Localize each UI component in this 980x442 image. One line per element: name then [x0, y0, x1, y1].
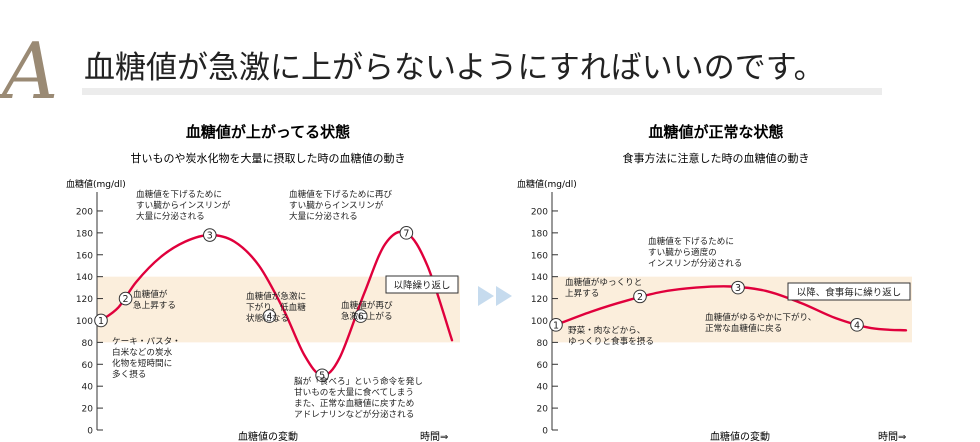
- left-annotation-a3: 血糖値を下げるために: [136, 188, 222, 200]
- chart-right: 血糖値が正常な状態 食事方法に注意した時の血糖値の動き 血糖値(mg/dl) 0…: [517, 123, 912, 442]
- left-y-tick-label: 160: [76, 251, 93, 261]
- chart-left-xlabel: 血糖値の変動: [238, 430, 298, 442]
- left-annotation-a1: 白米などの炭水: [112, 346, 173, 358]
- left-annotation-a3: 大量に分泌される: [136, 210, 205, 222]
- left-y-tick-label: 40: [82, 383, 94, 393]
- left-marker-2: [118, 291, 133, 306]
- right-y-tick-label: 60: [537, 361, 549, 371]
- left-marker-7: [399, 226, 414, 240]
- left-marker-number: 2: [123, 294, 129, 305]
- title-underline: [82, 88, 882, 95]
- right-annotation-b2: 上昇する: [565, 288, 599, 299]
- right-repeat-box: [787, 282, 911, 301]
- left-annotation-a7: 大量に分泌される: [289, 210, 358, 222]
- right-marker-number: 2: [637, 292, 643, 303]
- left-annotation-a5: アドレナリンなどが分泌される: [294, 408, 414, 420]
- left-annotation-a2: 血糖値が: [133, 288, 168, 300]
- right-annotation-b3: 血糖値を下げるために: [648, 235, 734, 247]
- right-y-tick-label: 160: [531, 251, 548, 261]
- header: A 血糖値が急激に上がらないようにすればいいのです。: [0, 27, 882, 117]
- left-y-tick-label: 100: [76, 317, 93, 327]
- page-title: 血糖値が急激に上がらないようにすればいいのです。: [84, 50, 825, 86]
- chart-left-subtitle: 甘いものや炭水化物を大量に摂取した時の血糖値の動き: [131, 151, 406, 165]
- left-annotation-a5: 甘いものを大量に食べてしまう: [294, 386, 414, 398]
- left-marker-3: [203, 228, 217, 242]
- right-repeat-label: 以降、食事毎に繰り返し: [797, 287, 902, 299]
- left-marker-5: [315, 368, 329, 383]
- left-annotation-a1: ケーキ・パスタ・: [112, 336, 181, 347]
- chart-right-time-label: 時間⇒: [878, 431, 906, 442]
- right-annotation-b3: すい臓から適度の: [648, 246, 717, 258]
- chart-right-title: 血糖値が正常な状態: [648, 123, 783, 141]
- left-marker-4: [262, 309, 277, 323]
- chart-right-xlabel: 血糖値の変動: [710, 430, 770, 442]
- chart-left-title: 血糖値が上がってる状態: [186, 123, 350, 141]
- right-y-tick-label: 180: [531, 229, 548, 239]
- left-marker-number: 4: [266, 311, 272, 322]
- left-annotation-a7: 血糖値を下げるために再び: [289, 188, 393, 200]
- right-marker-2: [633, 289, 647, 304]
- left-glucose-curve: [99, 230, 454, 377]
- chart-left-ylabel: 血糖値(mg/dl): [66, 178, 126, 190]
- left-y-tick-label: 60: [82, 361, 94, 371]
- right-marker-4: [850, 318, 864, 332]
- right-marker-1: [549, 318, 563, 332]
- right-marker-number: 1: [553, 320, 559, 331]
- right-y-tick-label: 140: [531, 273, 548, 283]
- left-annotation-a4: 血糖値が急激に: [246, 290, 306, 302]
- left-annotation-a1: 化物を短時間に: [112, 357, 172, 369]
- left-annotation-a7: すい臓からインスリンが: [289, 199, 384, 211]
- left-repeat-label: 以降繰り返し: [393, 280, 450, 292]
- left-y-tick-label: 0: [87, 427, 93, 437]
- right-y-tick-label: 100: [531, 317, 548, 327]
- left-annotation-a5: 脳が「食べろ」という命令を発し: [294, 375, 423, 387]
- left-annotation-a5: また、正常な血糖値に戻すため: [294, 397, 414, 409]
- right-marker-number: 4: [854, 320, 860, 331]
- left-repeat-box: [385, 275, 459, 294]
- left-y-tick-label: 180: [76, 229, 93, 239]
- left-annotation-a2: 急上昇する: [133, 299, 176, 311]
- right-annotation-b4: 血糖値がゆるやかに下がり、: [705, 311, 816, 323]
- left-marker-number: 7: [403, 228, 409, 239]
- chart-left-time-label: 時間⇒: [420, 431, 448, 442]
- left-marker-1: [94, 313, 108, 328]
- left-marker-number: 1: [98, 316, 104, 327]
- right-y-tick-label: 40: [537, 383, 549, 393]
- left-y-tick-label: 80: [82, 339, 94, 349]
- left-annotation-a3: すい臓からインスリンが: [136, 199, 231, 211]
- right-glucose-curve: [554, 285, 908, 332]
- left-marker-number: 5: [319, 371, 325, 382]
- left-annotation-a4: 下がり、低血糖: [246, 301, 306, 313]
- left-annotation-a6: 急激に上がる: [341, 310, 393, 322]
- left-annotation-a4: 状態になる: [246, 312, 289, 324]
- left-y-tick-label: 120: [76, 295, 93, 305]
- right-y-tick-label: 120: [531, 295, 548, 305]
- right-annotation-b1: 野菜・肉などから、: [568, 324, 645, 336]
- left-marker-6: [353, 309, 368, 323]
- double-chevron-right-icon: [478, 286, 512, 306]
- right-annotation-b3: インスリンが分泌される: [648, 257, 742, 269]
- left-y-tick-label: 200: [76, 207, 93, 217]
- right-annotation-b1: ゆっくりと食事を摂る: [568, 335, 654, 347]
- right-y-tick-label: 20: [537, 405, 549, 415]
- left-y-tick-label: 20: [82, 405, 94, 415]
- left-y-tick-label: 140: [76, 273, 93, 283]
- left-annotation-a6: 血糖値が再び: [341, 299, 393, 311]
- right-annotation-b4: 正常な血糖値に戻る: [705, 322, 782, 334]
- right-annotation-b2: 血糖値がゆっくりと: [565, 276, 642, 288]
- chart-right-subtitle: 食事方法に注意した時の血糖値の動き: [623, 151, 810, 165]
- right-y-tick-label: 80: [537, 339, 549, 349]
- left-marker-number: 6: [358, 311, 364, 322]
- header-letter: A: [0, 27, 58, 117]
- right-marker-3: [731, 280, 745, 295]
- left-marker-number: 3: [207, 230, 213, 241]
- chart-left: 血糖値が上がってる状態 甘いものや炭水化物を大量に摂取した時の血糖値の動き 血糖…: [66, 123, 460, 442]
- right-y-tick-label: 0: [542, 427, 548, 437]
- chart-right-ylabel: 血糖値(mg/dl): [517, 178, 577, 190]
- left-annotation-a1: 多く摂る: [112, 368, 146, 380]
- right-marker-number: 3: [735, 283, 741, 294]
- right-y-tick-label: 200: [531, 207, 548, 217]
